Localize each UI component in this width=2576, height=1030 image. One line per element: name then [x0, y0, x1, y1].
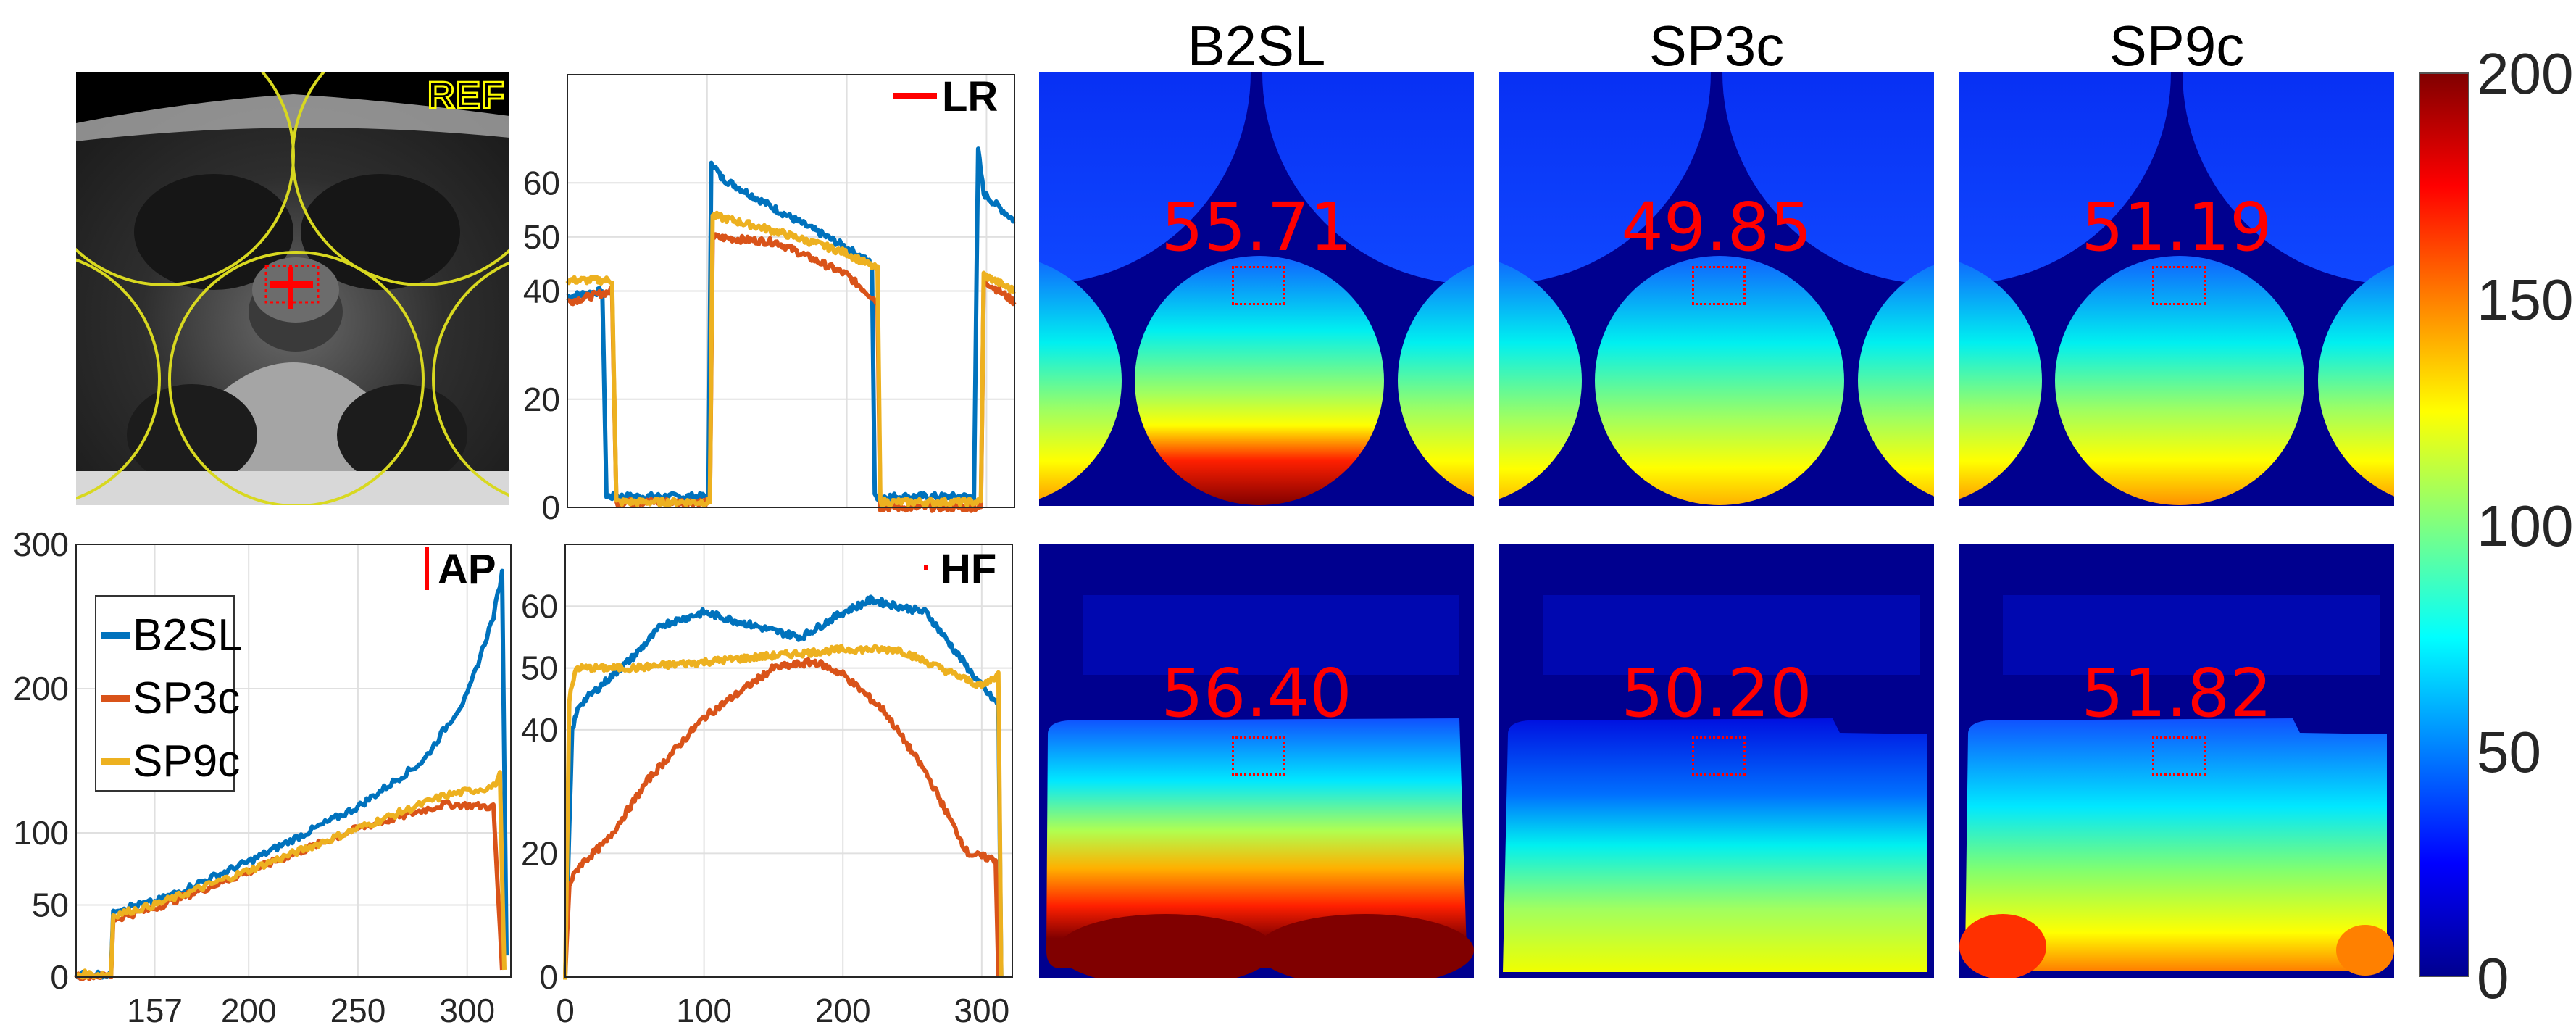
lr-profile-chart: 0 20 40 50 60	[523, 74, 1017, 526]
roi-value-sp9c-bottom: 51.82	[2081, 655, 2272, 732]
roi-value-sp3c-bottom: 50.20	[1621, 655, 1812, 732]
roi-box	[2152, 736, 2206, 776]
legend-label: B2SL	[133, 610, 243, 660]
roi-crosshair-icon	[264, 265, 320, 309]
heatmap-sp3c-top	[1499, 72, 1934, 506]
y-tick-label: 200	[13, 670, 69, 707]
hf-profile-chart: 0 20 40 50 60 0 100 200 300	[521, 544, 1013, 1029]
colorbar-tick-200: 200	[2477, 41, 2574, 106]
lr-label: LR	[942, 73, 999, 120]
reference-mri-image: REF	[76, 72, 509, 505]
series-line-sp9c	[75, 770, 507, 980]
x-tick-label: 250	[330, 992, 386, 1029]
roi-box	[1232, 736, 1285, 776]
legend-label: SP9c	[133, 736, 241, 786]
coil-circle	[168, 251, 425, 505]
colorbar	[2419, 72, 2469, 977]
y-tick-label: 50	[523, 218, 560, 256]
heatmap-sp9c-top	[1959, 72, 2394, 506]
y-tick-label: 60	[523, 164, 560, 202]
ap-marker-icon	[425, 547, 429, 590]
series-line-sp3c	[563, 657, 1001, 978]
axes-frame	[75, 544, 512, 978]
series-line-b2sl	[563, 594, 1004, 978]
y-tick-label: 20	[521, 834, 558, 872]
legend-item-sp9c: SP9c	[101, 736, 240, 787]
hf-label: HF	[941, 546, 997, 593]
y-tick-label: 40	[523, 273, 560, 310]
legend-item-b2sl: B2SL	[101, 610, 243, 661]
heatmap-sp9c-bottom	[1959, 544, 2394, 978]
roi-box	[1692, 266, 1746, 305]
ap-label: AP	[438, 546, 496, 593]
hf-marker-icon	[924, 565, 928, 570]
series-line-b2sl	[74, 568, 509, 980]
colorbar-tick-150: 150	[2477, 267, 2574, 332]
ref-label: REF	[427, 74, 506, 118]
x-tick-label: 200	[221, 992, 277, 1029]
roi-value-b2sl-top: 55.71	[1161, 188, 1352, 266]
panel-title-sp9c: SP9c	[2109, 14, 2245, 78]
legend-swatch	[101, 758, 130, 765]
colorbar-tick-0: 0	[2477, 946, 2509, 1010]
heatmap-b2sl-bottom	[1039, 544, 1474, 978]
y-tick-label: 0	[541, 489, 560, 526]
colorbar-tick-50: 50	[2477, 720, 2541, 784]
x-tick-label: 200	[815, 992, 871, 1029]
legend-swatch	[101, 632, 130, 639]
roi-box	[2152, 266, 2206, 305]
y-tick-label: 40	[521, 711, 558, 749]
roi-value-sp9c-top: 51.19	[2081, 188, 2272, 266]
axes-frame	[564, 544, 1013, 978]
lr-marker-icon	[893, 93, 937, 99]
y-tick-label: 300	[13, 526, 69, 563]
series-line-sp9c	[565, 210, 1016, 508]
axes-frame	[567, 74, 1015, 508]
y-tick-label: 0	[50, 958, 69, 996]
heatmap-sp3c-bottom	[1499, 544, 1934, 978]
x-tick-label: 300	[439, 992, 495, 1029]
y-tick-label: 60	[521, 587, 558, 625]
heatmap-b2sl-top	[1039, 72, 1474, 506]
x-tick-label: 0	[556, 992, 575, 1029]
series-line-sp9c	[563, 644, 1004, 980]
y-tick-label: 50	[521, 649, 558, 687]
roi-value-b2sl-bottom: 56.40	[1161, 655, 1352, 732]
y-tick-label: 0	[539, 958, 558, 996]
colorbar-tick-100: 100	[2477, 494, 2574, 558]
legend-swatch	[101, 695, 130, 702]
legend-label: SP3c	[133, 673, 241, 723]
panel-title-b2sl: B2SL	[1187, 14, 1326, 78]
x-tick-label: 157	[127, 992, 183, 1029]
legend: B2SL SP3c SP9c	[95, 595, 243, 792]
roi-box	[1232, 266, 1285, 305]
plot-area	[565, 544, 1012, 977]
y-tick-label: 100	[13, 814, 69, 852]
coil-circle	[432, 261, 509, 497]
coil-circle	[291, 72, 509, 286]
x-tick-label: 100	[676, 992, 732, 1029]
legend-item-sp3c: SP3c	[101, 673, 240, 724]
x-tick-label: 300	[954, 992, 1009, 1029]
y-tick-label: 20	[523, 381, 560, 418]
y-tick-label: 50	[32, 886, 69, 924]
panel-title-sp3c: SP3c	[1648, 14, 1785, 78]
roi-box	[1692, 736, 1746, 776]
coil-circle	[76, 258, 161, 500]
roi-value-sp3c-top: 49.85	[1621, 188, 1812, 266]
